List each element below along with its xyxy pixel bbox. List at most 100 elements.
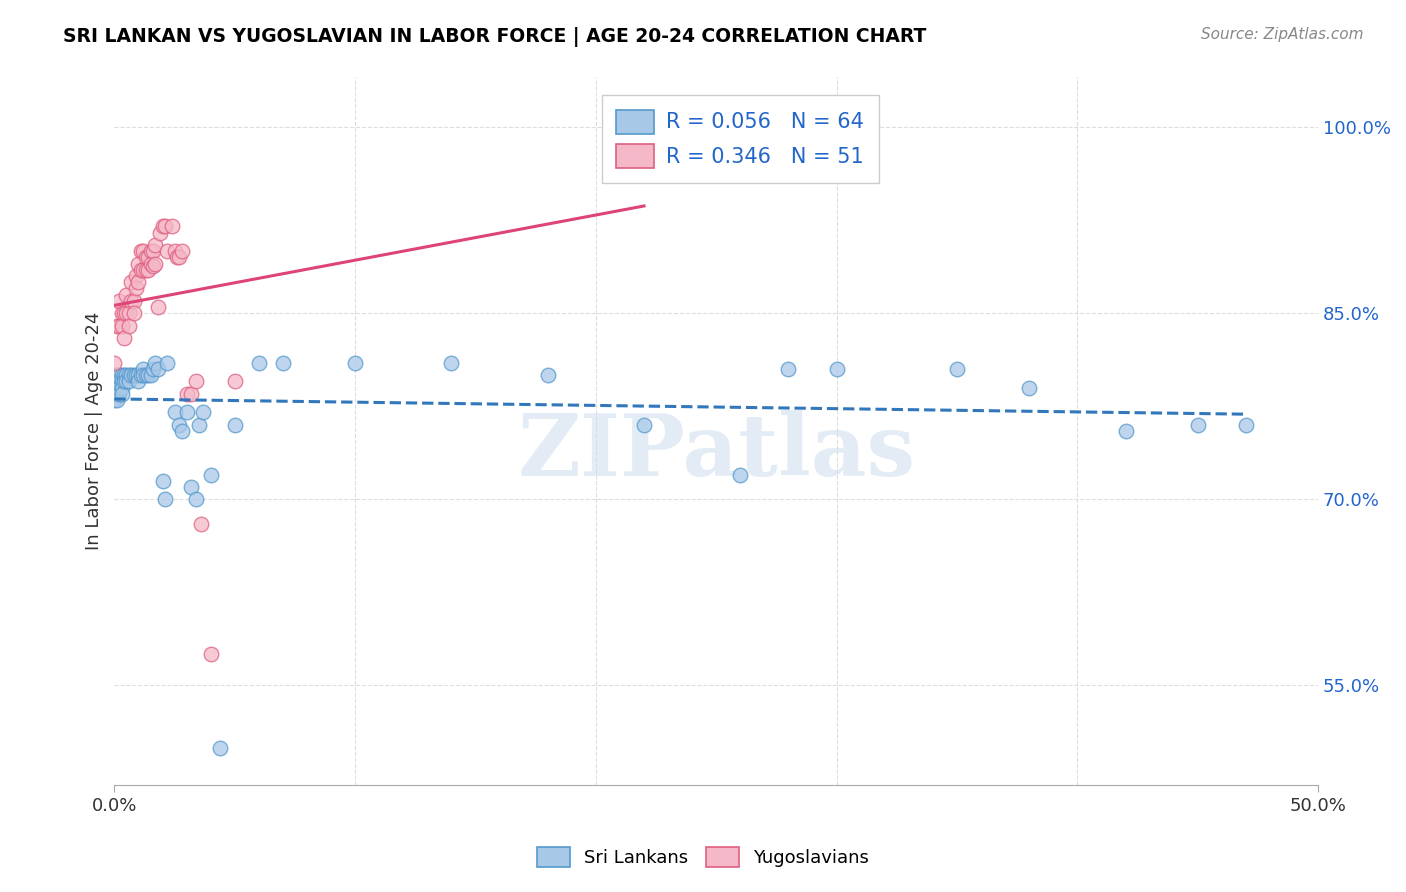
- Point: [118, 368, 141, 383]
- Point: [127, 368, 149, 383]
- Point: [103, 381, 125, 395]
- Point: [105, 368, 128, 383]
- Point: [730, 467, 752, 482]
- Point: [122, 368, 145, 383]
- Point: [142, 259, 165, 273]
- Point: [160, 219, 183, 234]
- Legend: Sri Lankans, Yugoslavians: Sri Lankans, Yugoslavians: [530, 839, 876, 874]
- Point: [105, 393, 128, 408]
- Point: [186, 492, 208, 507]
- Point: [633, 417, 655, 432]
- Point: [122, 293, 145, 308]
- Point: [132, 368, 155, 383]
- Point: [125, 268, 148, 283]
- Point: [169, 417, 191, 432]
- Point: [103, 368, 125, 383]
- Point: [129, 368, 152, 383]
- Point: [112, 375, 135, 389]
- Point: [180, 480, 202, 494]
- Point: [200, 648, 222, 662]
- Point: [633, 114, 655, 128]
- Point: [129, 262, 152, 277]
- Point: [132, 244, 155, 259]
- Point: [180, 387, 202, 401]
- Point: [118, 306, 141, 320]
- Point: [1234, 417, 1257, 432]
- Point: [146, 362, 169, 376]
- Point: [111, 381, 134, 395]
- Point: [344, 356, 367, 370]
- Point: [187, 417, 209, 432]
- Legend: R = 0.056   N = 64, R = 0.346   N = 51: R = 0.056 N = 64, R = 0.346 N = 51: [602, 95, 879, 183]
- Point: [200, 467, 222, 482]
- Point: [1018, 381, 1040, 395]
- Point: [825, 362, 848, 376]
- Point: [115, 287, 138, 301]
- Point: [135, 262, 157, 277]
- Point: [118, 375, 141, 389]
- Point: [1115, 424, 1137, 438]
- Point: [139, 256, 162, 270]
- Point: [224, 417, 246, 432]
- Point: [142, 362, 165, 376]
- Point: [111, 368, 134, 383]
- Point: [176, 405, 198, 419]
- Point: [135, 251, 157, 265]
- Point: [111, 375, 134, 389]
- Point: [127, 375, 149, 389]
- Point: [163, 405, 186, 419]
- Point: [152, 474, 174, 488]
- Point: [120, 293, 142, 308]
- Point: [115, 306, 138, 320]
- Point: [146, 300, 169, 314]
- Point: [946, 362, 969, 376]
- Point: [778, 362, 800, 376]
- Point: [111, 306, 134, 320]
- Point: [170, 424, 193, 438]
- Point: [112, 368, 135, 383]
- Point: [112, 331, 135, 345]
- Point: [125, 281, 148, 295]
- Point: [127, 256, 149, 270]
- Point: [143, 356, 166, 370]
- Point: [139, 244, 162, 259]
- Point: [170, 244, 193, 259]
- Point: [224, 375, 246, 389]
- Point: [190, 517, 212, 532]
- Point: [111, 318, 134, 333]
- Point: [122, 306, 145, 320]
- Point: [186, 375, 208, 389]
- Point: [132, 262, 155, 277]
- Point: [271, 356, 294, 370]
- Point: [537, 368, 560, 383]
- Point: [108, 318, 131, 333]
- Point: [1187, 417, 1209, 432]
- Point: [125, 368, 148, 383]
- Point: [247, 356, 270, 370]
- Point: [136, 262, 159, 277]
- Point: [142, 244, 165, 259]
- Point: [163, 244, 186, 259]
- Point: [120, 368, 142, 383]
- Point: [156, 356, 179, 370]
- Point: [103, 393, 125, 408]
- Point: [127, 275, 149, 289]
- Point: [176, 387, 198, 401]
- Point: [135, 368, 157, 383]
- Point: [153, 492, 176, 507]
- Point: [153, 219, 176, 234]
- Point: [440, 356, 463, 370]
- Point: [139, 368, 162, 383]
- Y-axis label: In Labor Force | Age 20-24: In Labor Force | Age 20-24: [86, 312, 103, 550]
- Point: [105, 318, 128, 333]
- Point: [108, 387, 131, 401]
- Point: [132, 362, 155, 376]
- Point: [136, 251, 159, 265]
- Point: [209, 740, 232, 755]
- Point: [136, 368, 159, 383]
- Point: [105, 381, 128, 395]
- Point: [166, 251, 188, 265]
- Point: [108, 381, 131, 395]
- Point: [156, 244, 179, 259]
- Point: [120, 275, 142, 289]
